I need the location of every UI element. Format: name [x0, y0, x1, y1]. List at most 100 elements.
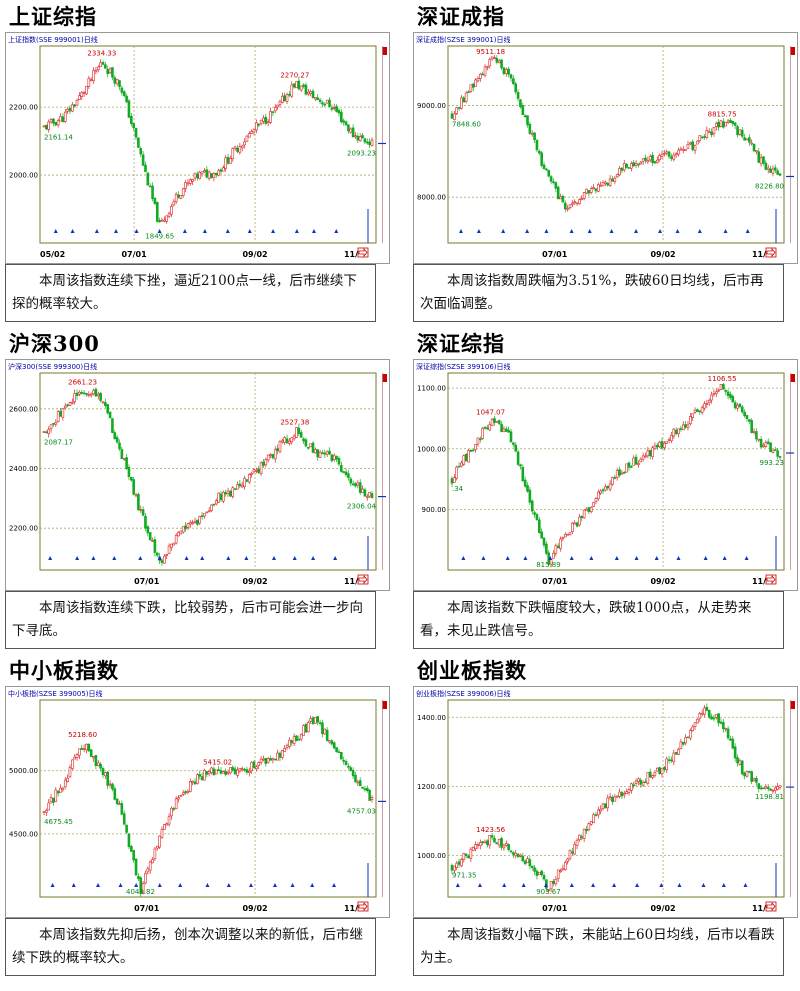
candle — [170, 806, 173, 820]
candle — [125, 93, 128, 104]
candle — [163, 553, 166, 564]
candle — [66, 107, 69, 114]
candle-body — [205, 771, 209, 775]
candle — [259, 461, 263, 477]
candle — [361, 485, 364, 494]
candle — [559, 868, 562, 874]
candle-body — [304, 724, 308, 733]
candle-body — [186, 182, 190, 185]
candle-body — [545, 543, 548, 554]
candle-body — [490, 418, 494, 426]
candle-body — [587, 190, 591, 194]
candle-body — [356, 781, 360, 784]
candle-body — [186, 523, 190, 528]
y-tick-label: 2000.00 — [9, 172, 38, 180]
candle — [538, 149, 541, 156]
candle — [705, 703, 709, 712]
candle — [486, 839, 489, 848]
candle — [82, 390, 86, 395]
candle-body — [335, 106, 338, 112]
candle — [578, 198, 581, 205]
candle — [63, 108, 67, 123]
candle — [691, 139, 694, 152]
candle — [66, 403, 69, 408]
candle — [172, 199, 176, 207]
candle — [240, 766, 244, 772]
candle — [78, 92, 81, 100]
candle-body — [115, 798, 119, 804]
candle-body — [601, 182, 605, 187]
candle — [144, 513, 147, 532]
event-marker — [703, 556, 708, 560]
candle — [101, 766, 105, 779]
candle — [224, 489, 227, 497]
candle — [153, 846, 157, 861]
candle — [368, 138, 371, 149]
event-marker — [200, 556, 205, 560]
candle — [493, 55, 496, 60]
candle — [693, 722, 697, 730]
candle-body — [361, 135, 364, 139]
candle-body — [92, 756, 95, 759]
candle — [370, 795, 374, 803]
candle-body — [295, 81, 298, 89]
candle — [165, 822, 169, 826]
candle — [132, 122, 135, 131]
candle-body — [523, 115, 527, 118]
candle-body — [134, 494, 138, 497]
candle — [549, 175, 553, 185]
candle-body — [743, 137, 746, 141]
candle — [113, 785, 117, 801]
candle-body — [707, 709, 711, 718]
high-annotation: 2270.27 — [280, 71, 309, 79]
candle-body — [757, 151, 761, 163]
candle-body — [214, 500, 218, 505]
candle — [752, 143, 756, 153]
candle-body — [641, 455, 645, 460]
candle-body — [717, 121, 720, 128]
candle — [665, 441, 669, 445]
candle — [238, 768, 242, 774]
low-annotation: 971.35 — [452, 872, 477, 880]
candle-body — [526, 485, 529, 492]
candle — [63, 402, 67, 410]
candle-body — [222, 167, 225, 172]
candle — [776, 168, 779, 175]
event-marker — [138, 556, 143, 560]
candle — [233, 145, 237, 151]
candle-body — [705, 403, 709, 406]
candle — [736, 402, 739, 412]
candle — [462, 454, 466, 466]
candle — [184, 790, 187, 796]
candle-body — [538, 150, 541, 154]
candle — [120, 85, 124, 96]
candle-body — [252, 469, 256, 473]
candle — [276, 104, 279, 110]
candle — [328, 739, 331, 744]
event-marker — [202, 229, 207, 233]
event-marker — [701, 883, 706, 887]
candle — [99, 392, 102, 403]
candle — [134, 127, 138, 141]
candle-body — [771, 449, 775, 453]
candle — [714, 388, 718, 397]
low-annotation: 7848.60 — [452, 121, 481, 129]
candle-body — [455, 862, 459, 868]
candle-body — [571, 851, 574, 854]
candle — [771, 449, 775, 454]
high-annotation: 2527.38 — [280, 419, 309, 427]
candle-body — [245, 769, 249, 773]
candle — [568, 204, 572, 210]
candle — [139, 146, 143, 157]
candle-body — [620, 167, 624, 171]
candle-body — [271, 454, 275, 459]
chart-header: 创业板指(SZSE 399006)日线 — [416, 689, 511, 698]
candle — [724, 389, 728, 395]
candle-body — [236, 148, 239, 152]
candle-body — [726, 728, 730, 739]
candle — [146, 866, 150, 875]
candle-body — [554, 182, 558, 189]
candle-body — [705, 706, 709, 711]
candle-body — [769, 442, 772, 453]
candle — [651, 445, 654, 460]
